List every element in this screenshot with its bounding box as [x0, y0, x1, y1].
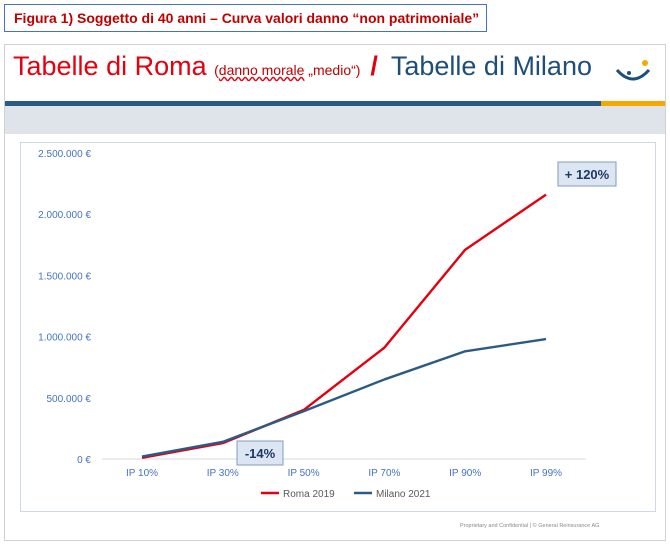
legend-label: Roma 2019: [283, 489, 335, 500]
x-tick-label: IP 50%: [288, 468, 320, 479]
annotation-minus-14: -14%: [245, 446, 276, 461]
footer-text: Proprietary and Confidential | © General…: [460, 523, 600, 529]
x-tick-label: IP 99%: [530, 468, 562, 479]
slide-title: Tabelle di Roma (danno morale „medio“) /…: [13, 51, 592, 82]
slide-header: Tabelle di Roma (danno morale „medio“) /…: [5, 45, 665, 106]
y-tick-label: 1.500.000 €: [38, 271, 91, 282]
x-tick-label: IP 30%: [207, 468, 239, 479]
slide: Tabelle di Roma (danno morale „medio“) /…: [4, 44, 666, 541]
series-line-roma: [141, 193, 547, 459]
x-tick-label: IP 10%: [126, 468, 158, 479]
title-milano: Tabelle di Milano: [390, 51, 592, 81]
genre-logo-icon: [615, 60, 651, 81]
x-tick-label: IP 70%: [368, 468, 400, 479]
title-roma: Tabelle di Roma: [13, 51, 207, 81]
figure-caption: Figura 1) Soggetto di 40 anni – Curva va…: [4, 4, 487, 32]
title-roma-subtitle-suffix: „medio“): [304, 62, 361, 78]
title-roma-subtitle-text: danno morale: [218, 62, 305, 78]
series-line-milano: [141, 337, 547, 458]
y-tick-label: 1.000.000 €: [38, 333, 91, 344]
y-tick-label: 2.000.000 €: [38, 210, 91, 221]
header-rule-orange: [601, 101, 665, 106]
y-tick-label: 500.000 €: [47, 394, 92, 405]
title-roma-subtitle-prefix: (: [214, 62, 219, 78]
legend-label: Milano 2021: [376, 489, 431, 500]
title-roma-subtitle: (danno morale „medio“): [214, 62, 364, 78]
annotation-plus-120-box: [557, 161, 617, 187]
x-tick-label: IP 90%: [449, 468, 481, 479]
line-chart: 0 € 500.000 € 1.000.000 € 1.500.000 € 2.000.…: [38, 149, 617, 500]
header-rule-blue: [5, 101, 601, 106]
title-separator: /: [370, 51, 378, 81]
chart-frame: 0 € 500.000 € 1.000.000 € 1.500.000 € 2.000.…: [20, 142, 656, 512]
annotation-plus-120: + 120%: [565, 167, 610, 182]
y-tick-label: 2.500.000 €: [38, 149, 91, 160]
y-tick-label: 0 €: [77, 455, 91, 466]
annotation-minus-14-box: [236, 440, 284, 466]
header-band: [5, 106, 665, 134]
